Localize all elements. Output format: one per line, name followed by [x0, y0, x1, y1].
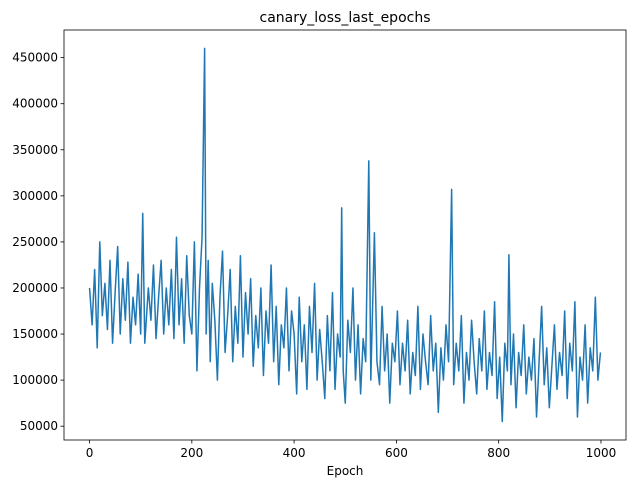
axes-frame	[63, 29, 627, 441]
x-tick-label: 1000	[586, 446, 617, 460]
y-tick-label: 250000	[12, 235, 58, 249]
x-axis-label: Epoch	[327, 464, 364, 478]
y-tick-label: 450000	[12, 51, 58, 65]
x-tick-label: 200	[180, 446, 203, 460]
chart-title: canary_loss_last_epochs	[260, 10, 431, 26]
x-tick-label: 800	[487, 446, 510, 460]
y-tick-label: 350000	[12, 143, 58, 157]
x-tick-label: 400	[283, 446, 306, 460]
data-line	[88, 47, 602, 423]
y-tick-label: 150000	[12, 327, 58, 341]
y-tick-label: 100000	[12, 373, 58, 387]
y-tick-label: 50000	[20, 419, 58, 433]
x-tick-label: 0	[86, 446, 94, 460]
x-tick-label: 600	[385, 446, 408, 460]
y-tick-label: 400000	[12, 97, 58, 111]
y-tick-label: 300000	[12, 189, 58, 203]
y-tick-label: 200000	[12, 281, 58, 295]
